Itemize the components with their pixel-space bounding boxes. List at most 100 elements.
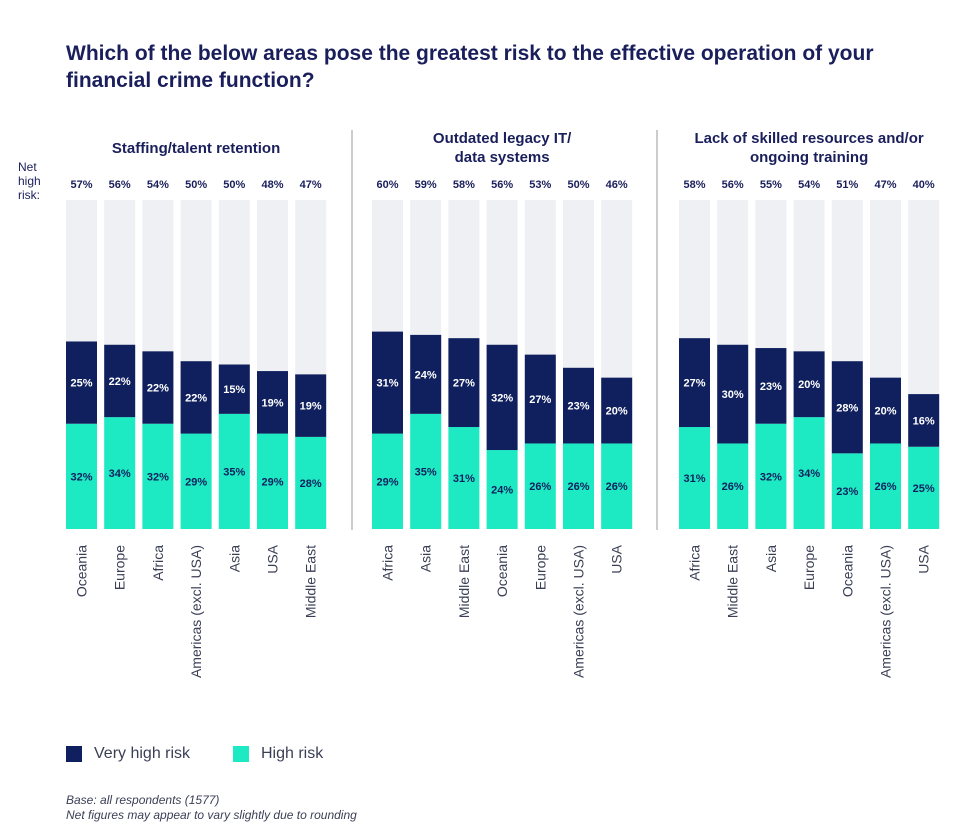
data-label-very-high-risk: 23%: [567, 401, 589, 413]
panel-title: ongoing training: [750, 149, 868, 166]
data-label-very-high-risk: 19%: [300, 401, 322, 413]
bar-high-risk: [908, 446, 940, 529]
bar-high-risk: [66, 423, 97, 529]
legend-label-very-high: Very high risk: [94, 745, 191, 762]
data-label-high-risk: 32%: [147, 471, 169, 483]
bar-high-risk: [372, 433, 403, 529]
data-label-high-risk: 26%: [529, 481, 551, 493]
category-label: Middle East: [456, 545, 472, 618]
bar-high-risk: [104, 417, 136, 529]
bar-very-high-risk: [831, 361, 863, 454]
net-value-label: 57%: [70, 179, 92, 191]
category-label: Americas (excl. USA): [878, 545, 894, 678]
category-label: Europe: [532, 545, 548, 590]
category-label: USA: [916, 544, 932, 573]
bar-very-high-risk: [524, 354, 556, 444]
panel-title: Outdated legacy IT/: [433, 130, 572, 147]
legend-high-risk: High risk: [233, 745, 323, 763]
bar-very-high-risk: [563, 367, 594, 444]
category-label: Africa: [380, 545, 396, 581]
panel-title: Staffing/talent retention: [112, 140, 280, 157]
net-value-label: 58%: [683, 179, 705, 191]
bar-high-risk: [717, 443, 749, 529]
bar-high-risk: [870, 443, 901, 529]
bar-high-risk: [755, 423, 787, 529]
data-label-very-high-risk: 27%: [529, 394, 551, 406]
data-label-high-risk: 26%: [567, 481, 589, 493]
bar-very-high-risk: [295, 374, 327, 437]
net-value-label: 54%: [147, 179, 169, 191]
data-label-very-high-risk: 30%: [722, 389, 744, 401]
bar-very-high-risk: [717, 344, 749, 444]
bar-very-high-risk: [908, 394, 940, 447]
bar-very-high-risk: [257, 371, 288, 434]
panel-title: Lack of skilled resources and/or: [694, 130, 923, 147]
bar-high-risk: [410, 413, 442, 529]
net-value-label: 53%: [529, 179, 551, 191]
category-label: USA: [609, 544, 625, 573]
data-label-high-risk: 34%: [798, 468, 820, 480]
category-label: Africa: [687, 545, 703, 581]
bar-high-risk: [218, 413, 250, 529]
data-label-very-high-risk: 20%: [798, 379, 820, 391]
legend-label-high: High risk: [261, 745, 324, 762]
bar-very-high-risk: [66, 341, 97, 424]
data-label-high-risk: 32%: [70, 471, 92, 483]
bar-very-high-risk: [218, 364, 250, 414]
bar-very-high-risk: [601, 377, 633, 444]
data-label-very-high-risk: 27%: [683, 378, 705, 390]
data-label-high-risk: 29%: [261, 476, 283, 488]
panel-title: data systems: [455, 149, 550, 166]
data-label-very-high-risk: 32%: [491, 392, 513, 404]
net-value-label: 50%: [223, 179, 245, 191]
data-label-high-risk: 26%: [874, 481, 896, 493]
bar-very-high-risk: [372, 331, 403, 434]
net-value-label: 47%: [300, 179, 322, 191]
bar-very-high-risk: [486, 344, 518, 451]
data-label-high-risk: 34%: [109, 468, 131, 480]
chart-title: Which of the below areas pose the greate…: [66, 42, 874, 92]
bar-very-high-risk: [180, 361, 212, 434]
category-label: Middle East: [303, 545, 319, 618]
category-label: Africa: [150, 545, 166, 581]
data-label-very-high-risk: 22%: [185, 392, 207, 404]
data-label-very-high-risk: 23%: [760, 381, 782, 393]
data-label-very-high-risk: 27%: [453, 378, 475, 390]
bar-high-risk: [295, 436, 327, 529]
bar-very-high-risk: [679, 338, 710, 428]
bar-high-risk: [793, 417, 825, 529]
net-value-label: 58%: [453, 179, 475, 191]
data-label-high-risk: 24%: [491, 485, 513, 497]
bar-very-high-risk: [104, 344, 136, 418]
category-label: Americas (excl. USA): [571, 545, 587, 678]
category-label: USA: [265, 544, 281, 573]
data-label-high-risk: 32%: [760, 471, 782, 483]
rounding-note: Net figures may appear to vary slightly …: [66, 808, 357, 822]
data-label-very-high-risk: 25%: [70, 378, 92, 390]
legend-swatch-high: [233, 746, 249, 762]
bar-high-risk: [142, 423, 174, 529]
category-label: Asia: [226, 545, 242, 572]
net-value-label: 51%: [836, 179, 858, 191]
data-label-high-risk: 25%: [913, 483, 935, 495]
bar-high-risk: [180, 433, 212, 529]
legend-very-high-risk: Very high risk: [66, 745, 190, 763]
footnotes: Base: all respondents (1577) Net figures…: [66, 793, 357, 823]
net-value-label: 59%: [415, 179, 437, 191]
data-label-very-high-risk: 15%: [223, 384, 245, 396]
category-label: Asia: [418, 545, 434, 572]
net-value-label: 48%: [261, 179, 283, 191]
legend-swatch-very-high: [66, 746, 82, 762]
bar-high-risk: [831, 453, 863, 529]
data-label-high-risk: 35%: [223, 466, 245, 478]
data-label-very-high-risk: 20%: [874, 406, 896, 418]
bar-high-risk: [524, 443, 556, 529]
bar-high-risk: [601, 443, 633, 529]
category-label: Asia: [763, 545, 779, 572]
data-label-very-high-risk: 16%: [913, 415, 935, 427]
bar-very-high-risk: [142, 351, 174, 424]
bar-high-risk: [448, 427, 480, 529]
data-label-very-high-risk: 22%: [109, 376, 131, 388]
data-label-very-high-risk: 22%: [147, 383, 169, 395]
data-label-high-risk: 29%: [185, 476, 207, 488]
